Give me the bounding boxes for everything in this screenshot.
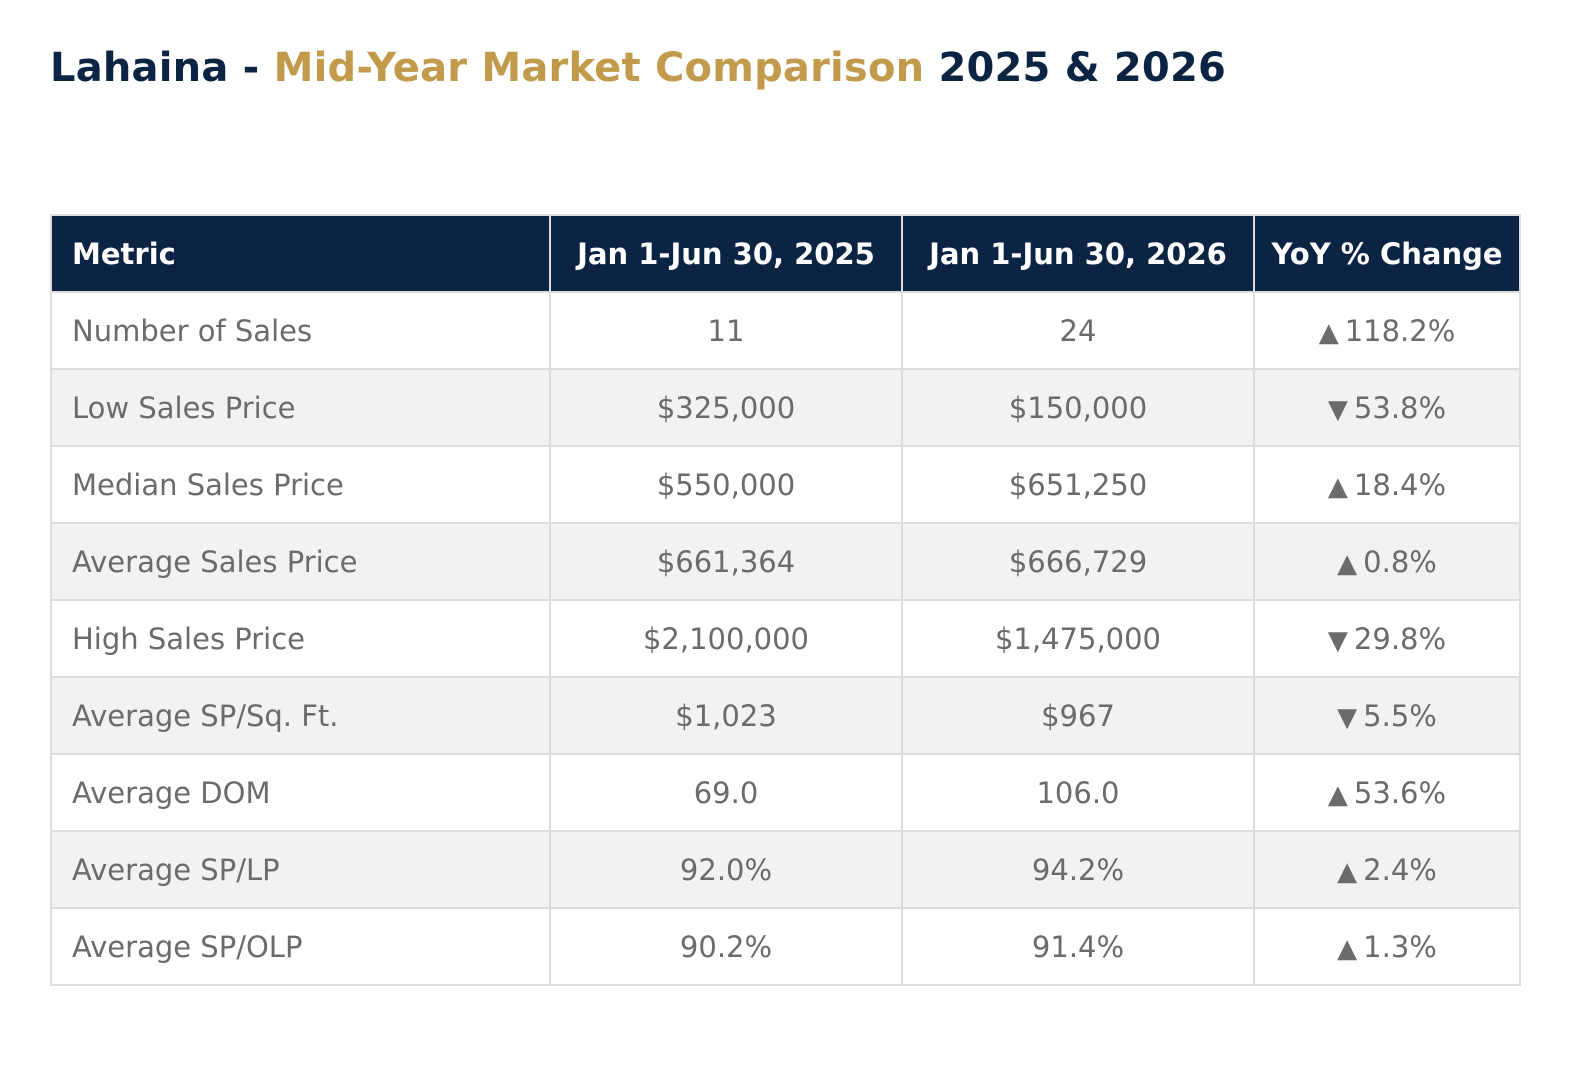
value-2025-cell: $325,000 xyxy=(549,368,903,447)
arrow-up-icon: ▲ xyxy=(1337,933,1358,964)
value-2025-cell: $661,364 xyxy=(549,522,903,601)
arrow-up-icon: ▲ xyxy=(1337,548,1358,579)
table-row: Average SP/Sq. Ft. $1,023 $967 ▼ 5.5% xyxy=(50,676,1521,755)
value-2025-cell: 69.0 xyxy=(549,753,903,832)
value-2025-cell: $2,100,000 xyxy=(549,599,903,678)
yoy-change-value: 1.3% xyxy=(1363,929,1437,964)
metric-cell: Median Sales Price xyxy=(50,445,551,524)
value-2025-cell: 11 xyxy=(549,291,903,370)
yoy-change-value: 53.8% xyxy=(1353,390,1447,425)
value-2025-cell: 92.0% xyxy=(549,830,903,909)
value-2026-cell: $1,475,000 xyxy=(901,599,1255,678)
metric-cell: Average SP/LP xyxy=(50,830,551,909)
arrow-down-icon: ▼ xyxy=(1327,394,1348,425)
metric-cell: Low Sales Price xyxy=(50,368,551,447)
header-2026: Jan 1-Jun 30, 2026 xyxy=(901,214,1255,293)
market-comparison-table: Metric Jan 1-Jun 30, 2025 Jan 1-Jun 30, … xyxy=(50,214,1521,986)
arrow-down-icon: ▼ xyxy=(1337,702,1358,733)
table-row: Average Sales Price $661,364 $666,729 ▲ 0.8% xyxy=(50,522,1521,601)
header-2025: Jan 1-Jun 30, 2025 xyxy=(549,214,903,293)
yoy-change-cell: ▲ 0.8% xyxy=(1253,522,1521,601)
metric-cell: Average Sales Price xyxy=(50,522,551,601)
metric-cell: Average SP/Sq. Ft. xyxy=(50,676,551,755)
value-2026-cell: 91.4% xyxy=(901,907,1255,986)
value-2026-cell: 94.2% xyxy=(901,830,1255,909)
yoy-change-cell: ▲ 1.3% xyxy=(1253,907,1521,986)
yoy-change-value: 18.4% xyxy=(1353,467,1447,502)
header-metric: Metric xyxy=(50,214,551,293)
yoy-change-value: 2.4% xyxy=(1363,852,1437,887)
table-row: Average SP/LP 92.0% 94.2% ▲ 2.4% xyxy=(50,830,1521,909)
value-2026-cell: 106.0 xyxy=(901,753,1255,832)
value-2025-cell: $550,000 xyxy=(549,445,903,524)
value-2026-cell: 24 xyxy=(901,291,1255,370)
value-2025-cell: $1,023 xyxy=(549,676,903,755)
metric-cell: Average DOM xyxy=(50,753,551,832)
yoy-change-cell: ▲ 18.4% xyxy=(1253,445,1521,524)
yoy-change-cell: ▼ 5.5% xyxy=(1253,676,1521,755)
table-row: Low Sales Price $325,000 $150,000 ▼ 53.8% xyxy=(50,368,1521,447)
table-header-row: Metric Jan 1-Jun 30, 2025 Jan 1-Jun 30, … xyxy=(50,214,1521,293)
yoy-change-cell: ▲ 118.2% xyxy=(1253,291,1521,370)
value-2026-cell: $150,000 xyxy=(901,368,1255,447)
arrow-up-icon: ▲ xyxy=(1337,856,1358,887)
header-yoy-change: YoY % Change xyxy=(1253,214,1521,293)
title-years: 2025 & 2026 xyxy=(924,45,1227,91)
table-row: Average DOM 69.0 106.0 ▲ 53.6% xyxy=(50,753,1521,832)
table-row: High Sales Price $2,100,000 $1,475,000 ▼ 29.… xyxy=(50,599,1521,678)
arrow-up-icon: ▲ xyxy=(1327,779,1348,810)
value-2026-cell: $967 xyxy=(901,676,1255,755)
yoy-change-value: 29.8% xyxy=(1353,621,1447,656)
yoy-change-value: 53.6% xyxy=(1353,775,1447,810)
title-location: Lahaina - xyxy=(50,45,274,91)
table-row: Average SP/OLP 90.2% 91.4% ▲ 1.3% xyxy=(50,907,1521,986)
yoy-change-cell: ▼ 29.8% xyxy=(1253,599,1521,678)
page-title: Lahaina - Mid-Year Market Comparison 202… xyxy=(50,40,1226,96)
metric-cell: Average SP/OLP xyxy=(50,907,551,986)
value-2026-cell: $666,729 xyxy=(901,522,1255,601)
table-row: Median Sales Price $550,000 $651,250 ▲ 18.4% xyxy=(50,445,1521,524)
yoy-change-cell: ▼ 53.8% xyxy=(1253,368,1521,447)
value-2026-cell: $651,250 xyxy=(901,445,1255,524)
yoy-change-value: 118.2% xyxy=(1344,313,1456,348)
value-2025-cell: 90.2% xyxy=(549,907,903,986)
metric-cell: Number of Sales xyxy=(50,291,551,370)
arrow-up-icon: ▲ xyxy=(1327,471,1348,502)
arrow-down-icon: ▼ xyxy=(1327,625,1348,656)
yoy-change-value: 5.5% xyxy=(1363,698,1437,733)
yoy-change-cell: ▲ 53.6% xyxy=(1253,753,1521,832)
yoy-change-value: 0.8% xyxy=(1363,544,1437,579)
table-body: Number of Sales 11 24 ▲ 118.2% Low Sales Pric… xyxy=(50,291,1521,986)
metric-cell: High Sales Price xyxy=(50,599,551,678)
yoy-change-cell: ▲ 2.4% xyxy=(1253,830,1521,909)
title-highlight: Mid-Year Market Comparison xyxy=(273,45,925,91)
arrow-up-icon: ▲ xyxy=(1318,317,1339,348)
table-row: Number of Sales 11 24 ▲ 118.2% xyxy=(50,291,1521,370)
